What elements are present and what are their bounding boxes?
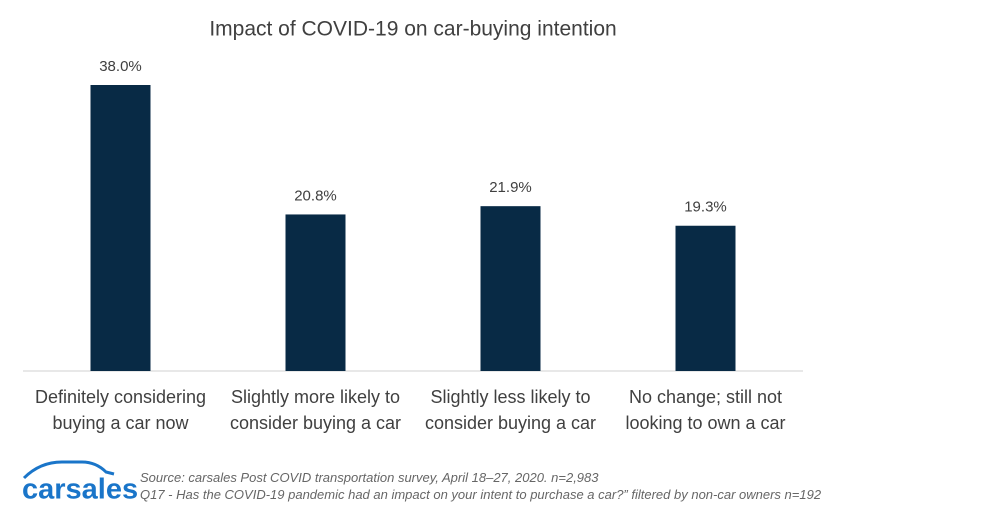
value-label: 21.9% bbox=[489, 179, 532, 196]
logo: carsales bbox=[22, 474, 138, 506]
x-tick-label: Slightly less likely to consider buying … bbox=[424, 387, 597, 433]
logo-car bbox=[22, 460, 115, 480]
x-tick-label: Definitely considering buying a car now bbox=[34, 387, 207, 433]
value-label: 38.0% bbox=[99, 58, 142, 75]
x-tick-label: No change; still not looking to own a ca… bbox=[625, 387, 786, 433]
bar bbox=[285, 214, 346, 371]
source: Source: carsales Post COVID transportati… bbox=[140, 470, 599, 485]
bar bbox=[90, 85, 151, 371]
value-label: 20.8% bbox=[294, 187, 337, 204]
x-tick-label: Slightly more likely to consider buying … bbox=[229, 387, 402, 433]
chart-title: Impact of COVID-19 on car-buying intenti… bbox=[209, 18, 616, 41]
bar bbox=[480, 206, 541, 371]
bar bbox=[675, 225, 736, 371]
value-label: 19.3% bbox=[684, 199, 727, 216]
note: Q17 - Has the COVID-19 pandemic had an i… bbox=[140, 487, 822, 502]
